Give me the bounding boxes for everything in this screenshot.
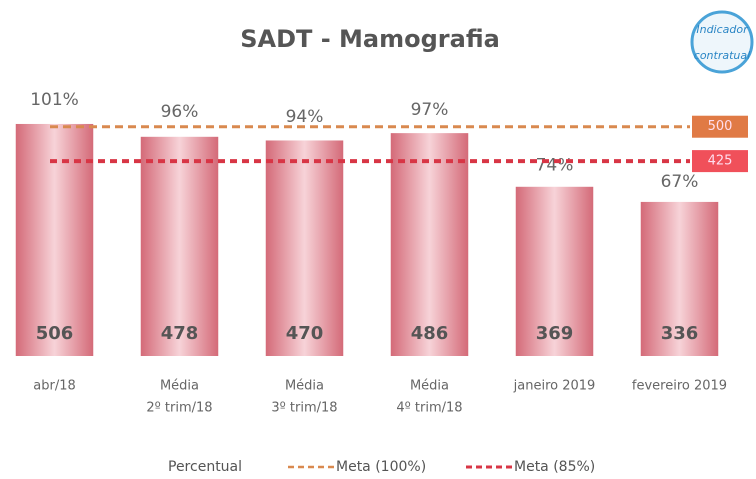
bar <box>140 136 219 356</box>
reference-label: 500 <box>708 119 733 134</box>
x-tick-label: 3º trim/18 <box>271 401 337 416</box>
badge: Indicador contratual <box>690 10 754 74</box>
badge-text: Indicador <box>696 23 749 36</box>
percent-label: 96% <box>161 102 199 122</box>
percent-label: 94% <box>286 107 324 127</box>
x-tick-label: 4º trim/18 <box>396 401 462 416</box>
badge-circle <box>690 10 754 74</box>
bar <box>265 140 344 356</box>
legend-label: Meta (100%) <box>336 459 426 475</box>
x-tick-label: Média <box>410 379 449 394</box>
badge-text: contratual <box>694 49 750 62</box>
bar-value-label: 336 <box>661 323 699 344</box>
reference-box <box>692 150 748 173</box>
x-tick-label: Média <box>285 379 324 394</box>
percent-label: 67% <box>661 172 699 192</box>
bar <box>640 201 719 356</box>
x-tick-label: abr/18 <box>33 379 76 394</box>
chart-title: SADT - Mamografia <box>240 25 500 53</box>
bar-value-label: 369 <box>536 323 574 344</box>
percent-label: 97% <box>411 100 449 120</box>
x-tick-label: fevereiro 2019 <box>632 379 727 394</box>
bar <box>15 123 94 356</box>
percent-label: 101% <box>30 90 79 110</box>
bar-value-label: 470 <box>286 323 324 344</box>
bar <box>515 186 594 356</box>
bar-value-label: 478 <box>161 323 199 344</box>
x-tick-label: Média <box>160 379 199 394</box>
x-tick-label: janeiro 2019 <box>513 379 596 394</box>
percent-label: 74% <box>536 155 574 175</box>
bar-value-label: 506 <box>36 323 74 344</box>
reference-label: 425 <box>708 154 733 169</box>
legend-label: Meta (85%) <box>514 459 595 475</box>
bar <box>390 133 469 356</box>
legend-label: Percentual <box>168 459 242 475</box>
bar-value-label: 486 <box>411 323 449 344</box>
x-tick-label: 2º trim/18 <box>146 401 212 416</box>
reference-box <box>692 115 748 138</box>
